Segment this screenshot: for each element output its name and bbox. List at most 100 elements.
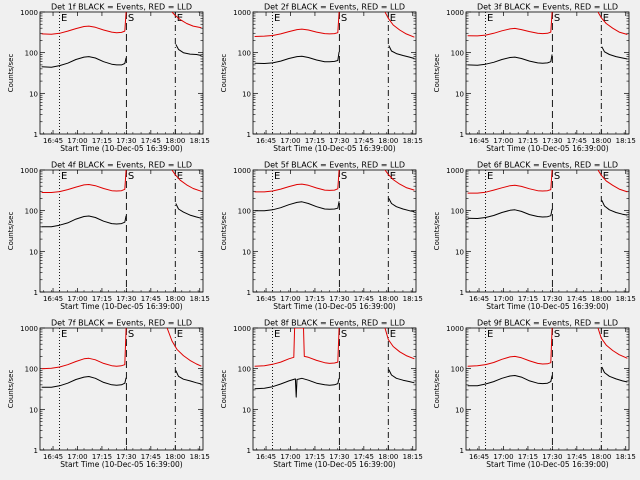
x-axis-label: Start Time (10-Dec-05 16:39:00) — [60, 302, 182, 311]
y-tick-label: 10 — [29, 90, 38, 98]
x-tick-label: 17:00 — [67, 295, 87, 303]
plot-frame — [252, 327, 417, 451]
x-tick-label: 17:30 — [329, 137, 349, 145]
y-tick-label: 10 — [242, 406, 251, 414]
y-tick-label: 1 — [34, 289, 38, 297]
panel-det-6: Det 6f BLACK = Events, RED = LLD 1 10 100 10… — [433, 161, 636, 312]
plot-frame — [39, 11, 204, 135]
x-tick-label: 16:45 — [469, 295, 489, 303]
series-group — [467, 12, 628, 66]
y-axis-label: Counts/sec — [433, 212, 441, 251]
x-tick-label: 17:30 — [542, 137, 562, 145]
x-axis-label: Start Time (10-Dec-05 16:39:00) — [60, 460, 182, 469]
panel-det-7: Det 7f BLACK = Events, RED = LLD 1 10 100 10… — [7, 319, 210, 470]
x-axis-label: Start Time (10-Dec-05 16:39:00) — [273, 460, 395, 469]
series-events — [601, 366, 628, 383]
x-tick-label: 17:00 — [280, 137, 300, 145]
series-lld — [41, 12, 127, 35]
plot-frame — [252, 11, 417, 135]
panel-det-4: Det 4f BLACK = Events, RED = LLD 1 10 100 10… — [7, 161, 210, 312]
series-lld — [467, 328, 553, 367]
y-tick-label: 1 — [460, 131, 464, 139]
marker-label: E — [177, 13, 183, 24]
x-tick-label: 16:45 — [43, 453, 63, 461]
y-tick-label: 100 — [451, 50, 464, 58]
y-tick-label: 1000 — [233, 167, 251, 175]
panel-title: Det 5f BLACK = Events, RED = LLD — [264, 161, 405, 170]
x-tick-label: 17:45 — [141, 295, 161, 303]
series-events — [254, 201, 340, 212]
marker-label: E — [177, 329, 183, 340]
marker-label: E — [274, 329, 280, 340]
x-tick-label: 17:45 — [141, 137, 161, 145]
y-tick-label: 1 — [247, 131, 251, 139]
x-axis-label: Start Time (10-Dec-05 16:39:00) — [273, 302, 395, 311]
panel-title: Det 8f BLACK = Events, RED = LLD — [264, 319, 405, 328]
x-tick-label: 17:45 — [567, 295, 587, 303]
marker-label: E — [61, 13, 67, 24]
series-group — [41, 328, 202, 388]
x-tick-label: 18:00 — [378, 137, 398, 145]
plot-frame — [39, 169, 204, 293]
x-tick-label: 18:00 — [378, 453, 398, 461]
x-tick-label: 17:45 — [354, 137, 374, 145]
y-tick-label: 1 — [247, 447, 251, 455]
x-tick-label: 17:00 — [493, 295, 513, 303]
x-axis-label: Start Time (10-Dec-05 16:39:00) — [486, 302, 608, 311]
y-tick-label: 10 — [455, 248, 464, 256]
panel-title: Det 7f BLACK = Events, RED = LLD — [51, 319, 192, 328]
x-tick-label: 17:15 — [518, 295, 538, 303]
marker-label: E — [177, 171, 183, 182]
x-tick-label: 17:15 — [92, 295, 112, 303]
series-events — [254, 377, 340, 398]
series-lld — [597, 328, 628, 359]
series-lld — [254, 12, 340, 37]
x-axis-label: Start Time (10-Dec-05 16:39:00) — [273, 144, 395, 153]
series-lld — [171, 12, 202, 29]
x-tick-label: 17:00 — [493, 453, 513, 461]
marker-label: E — [274, 171, 280, 182]
marker-label: S — [341, 13, 347, 24]
series-group — [254, 170, 415, 213]
series-events — [388, 45, 415, 59]
plot-frame — [465, 11, 630, 135]
marker-label: E — [274, 13, 280, 24]
y-tick-label: 1000 — [233, 325, 251, 333]
x-tick-label: 17:30 — [542, 295, 562, 303]
panel-det-2: Det 2f BLACK = Events, RED = LLD 1 10 100 10… — [220, 3, 423, 154]
marker-label: S — [128, 13, 134, 24]
x-axis-label: Start Time (10-Dec-05 16:39:00) — [486, 460, 608, 469]
series-events — [467, 54, 553, 66]
y-tick-label: 10 — [455, 90, 464, 98]
y-tick-label: 1000 — [446, 167, 464, 175]
x-tick-label: 17:15 — [518, 137, 538, 145]
series-group — [254, 12, 415, 64]
x-tick-label: 16:45 — [43, 295, 63, 303]
y-tick-label: 100 — [238, 50, 251, 58]
y-tick-label: 10 — [455, 406, 464, 414]
series-lld — [41, 170, 127, 193]
plot-frame — [252, 169, 417, 293]
x-tick-label: 17:30 — [329, 453, 349, 461]
marker-label: E — [603, 329, 609, 340]
marker-label: E — [61, 171, 67, 182]
series-lld — [467, 170, 553, 194]
series-events — [175, 370, 202, 385]
panel-title: Det 2f BLACK = Events, RED = LLD — [264, 3, 405, 12]
x-tick-label: 18:15 — [190, 453, 210, 461]
x-tick-label: 16:45 — [256, 137, 276, 145]
y-axis-label: Counts/sec — [7, 212, 15, 251]
y-tick-label: 1000 — [233, 9, 251, 17]
series-events — [41, 376, 127, 388]
x-tick-label: 18:00 — [165, 137, 185, 145]
y-tick-label: 1000 — [446, 9, 464, 17]
x-tick-label: 17:00 — [493, 137, 513, 145]
y-tick-label: 1 — [34, 447, 38, 455]
series-lld — [171, 170, 202, 192]
panel-title: Det 3f BLACK = Events, RED = LLD — [477, 3, 618, 12]
y-axis-label: Counts/sec — [220, 370, 228, 409]
y-tick-label: 10 — [29, 406, 38, 414]
plot-frame — [465, 327, 630, 451]
x-tick-label: 18:15 — [616, 453, 636, 461]
marker-label: S — [341, 329, 347, 340]
